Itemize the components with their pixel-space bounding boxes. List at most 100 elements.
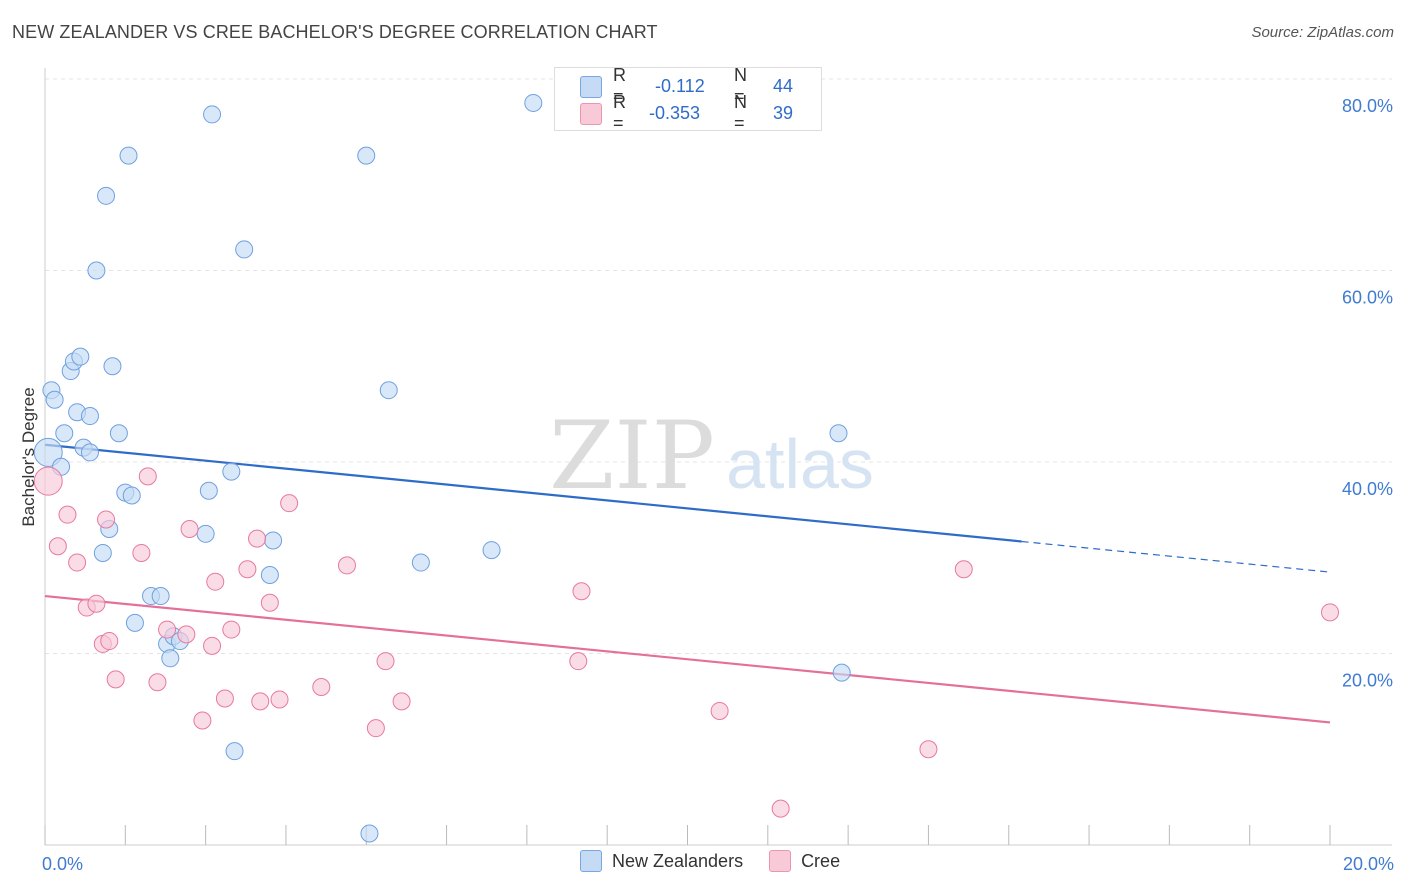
point-cree [193, 711, 212, 730]
legend-swatch-pink [580, 103, 602, 125]
point-new-zealanders [235, 240, 254, 259]
point-new-zealanders [151, 587, 170, 606]
point-cree [158, 620, 177, 639]
point-new-zealanders [125, 613, 144, 632]
point-cree [710, 701, 729, 720]
point-new-zealanders [93, 543, 112, 562]
point-new-zealanders [203, 105, 222, 124]
point-cree [87, 594, 106, 613]
point-new-zealanders [411, 553, 430, 572]
point-cree [215, 689, 234, 708]
point-new-zealanders [196, 524, 215, 543]
point-new-zealanders [103, 357, 122, 376]
point-cree [251, 692, 270, 711]
watermark: ZIP atlas [549, 402, 874, 511]
point-cree [280, 494, 299, 513]
point-cree [180, 520, 199, 539]
point-new-zealanders [87, 261, 106, 280]
point-cree [206, 572, 225, 591]
point-cree [954, 560, 973, 579]
point-new-zealanders [225, 742, 244, 761]
series-legend: New Zealanders Cree [580, 850, 840, 872]
y-tick-label: 20.0% [1342, 671, 1393, 691]
r-label: R = [613, 65, 626, 106]
point-cree [1321, 603, 1339, 622]
stats-legend: R = -0.112 N = 44 R = -0.353 N = 39 [554, 65, 822, 133]
legend-item-new-zealanders[interactable]: New Zealanders [580, 850, 743, 872]
point-cree [572, 582, 591, 601]
point-new-zealanders [122, 486, 141, 505]
point-new-zealanders [832, 663, 851, 682]
data-points [33, 93, 1339, 843]
chart-title: NEW ZEALANDER VS CREE BACHELOR'S DEGREE … [12, 22, 658, 42]
point-cree [222, 620, 241, 639]
point-cree [100, 632, 119, 651]
point-cree [270, 690, 289, 709]
axes [44, 68, 1392, 846]
point-cree [203, 636, 222, 655]
watermark-zip: ZIP [549, 402, 715, 511]
y-tick-label: 60.0% [1342, 288, 1393, 308]
point-cree [33, 466, 63, 496]
point-new-zealanders [260, 565, 279, 584]
legend-swatch-pink [769, 850, 792, 872]
point-new-zealanders [55, 424, 74, 443]
point-cree [569, 652, 588, 671]
point-cree [132, 543, 151, 562]
point-cree [771, 799, 790, 818]
n-label: N = [734, 65, 747, 106]
legend-label: Cree [801, 850, 841, 871]
point-cree [97, 510, 116, 529]
point-new-zealanders [119, 146, 138, 165]
point-cree [106, 670, 125, 689]
point-new-zealanders [80, 443, 99, 462]
point-cree [148, 673, 167, 692]
point-new-zealanders [829, 424, 848, 443]
watermark-atlas: atlas [726, 425, 874, 503]
point-new-zealanders [45, 390, 64, 409]
n-value: 44 [773, 75, 794, 96]
point-cree [68, 553, 87, 572]
point-cree [919, 740, 938, 759]
point-new-zealanders [222, 462, 241, 481]
trend-line-new-zealanders [44, 443, 1022, 543]
point-new-zealanders [524, 93, 543, 112]
legend-label: New Zealanders [612, 850, 744, 871]
trend-line-cree [44, 594, 1331, 724]
point-cree [58, 505, 77, 524]
r-label: R = [613, 92, 626, 133]
point-new-zealanders [199, 481, 218, 500]
point-new-zealanders [379, 381, 398, 400]
point-cree [238, 560, 257, 579]
point-cree [366, 719, 385, 738]
tick-labels: 20.0% 40.0% 60.0% 80.0% 0.0% 20.0% [42, 96, 1394, 874]
point-cree [48, 537, 67, 556]
point-cree [248, 529, 267, 548]
legend-swatch-blue [580, 850, 602, 872]
point-cree [337, 556, 356, 575]
point-new-zealanders [97, 186, 116, 205]
point-new-zealanders [80, 407, 99, 426]
n-value: 39 [773, 102, 794, 123]
n-label: N = [734, 92, 747, 133]
point-new-zealanders [264, 531, 283, 550]
source-label: Source: ZipAtlas.com [1251, 24, 1394, 41]
point-cree [138, 467, 157, 486]
gridlines [45, 78, 1392, 654]
r-value: -0.112 [655, 75, 705, 96]
y-axis-label: Bachelor's Degree [19, 387, 38, 526]
legend-item-cree[interactable]: Cree [769, 850, 840, 872]
point-new-zealanders [33, 437, 63, 467]
x-tick-label: 20.0% [1343, 854, 1394, 874]
r-value: -0.353 [649, 102, 701, 123]
trend-line-extension [1021, 540, 1331, 573]
point-new-zealanders [360, 824, 379, 843]
point-new-zealanders [109, 424, 128, 443]
point-new-zealanders [357, 146, 376, 165]
legend-swatch-blue [580, 76, 602, 98]
y-tick-label: 40.0% [1342, 479, 1393, 499]
y-tick-label: 80.0% [1342, 96, 1393, 116]
point-cree [392, 692, 411, 711]
point-cree [260, 593, 279, 612]
